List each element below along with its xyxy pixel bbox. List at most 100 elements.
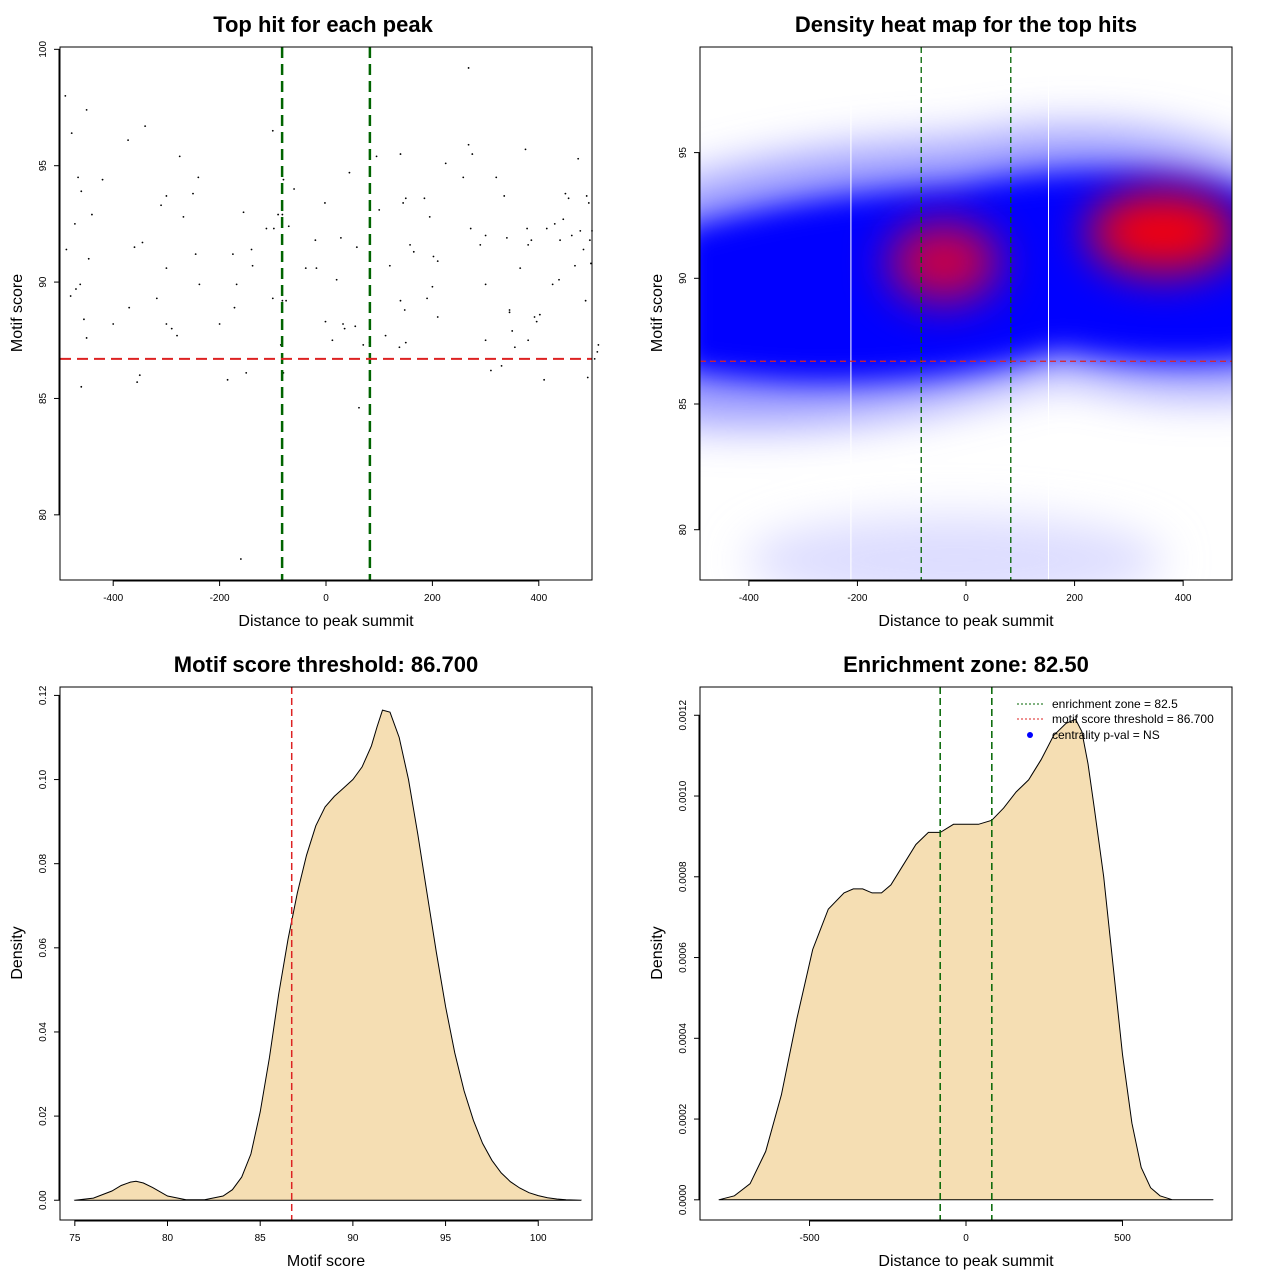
y-axis: 0.0000 0.0002 0.0004 0.0006 0.0008 0.0010 0.00…: [678, 700, 700, 1215]
scatter-point: [579, 229, 582, 232]
scatter-point: [436, 260, 439, 263]
x-axis-label: Distance to peak summit: [238, 613, 414, 630]
scatter-point: [136, 381, 139, 384]
heatmap-hotspot: [889, 222, 999, 302]
scatter-point: [508, 311, 511, 314]
scatter-point: [484, 283, 487, 286]
scatter-point: [511, 330, 514, 332]
scatter-point: [197, 176, 200, 179]
scatter-point: [251, 264, 254, 267]
scatter-point: [495, 176, 498, 179]
scatter-point: [467, 67, 470, 69]
y-tick-label: 80: [38, 509, 49, 521]
scatter-point: [436, 316, 439, 318]
enrichment-lines: [939, 687, 993, 1220]
y-tick-label: 0.12: [38, 685, 49, 705]
scatter-point: [559, 239, 561, 242]
y-tick-label: 85: [678, 398, 689, 410]
scatter-point: [165, 195, 168, 197]
x-tick-label: -400: [103, 593, 123, 604]
scatter-point: [527, 339, 530, 342]
scatter-point: [315, 267, 318, 270]
scatter-point: [79, 283, 82, 286]
scatter-point: [112, 323, 115, 325]
scatter-point: [354, 325, 357, 328]
scatter-point: [398, 346, 401, 349]
x-tick-label: -400: [739, 593, 759, 604]
scatter-point: [432, 255, 435, 258]
scatter-point: [314, 239, 317, 242]
x-tick-label: 0: [963, 1233, 969, 1244]
scatter-point: [141, 241, 144, 244]
y-tick-label: 0.0006: [678, 942, 689, 973]
scatter-point: [490, 369, 492, 372]
scatter-point: [404, 197, 407, 200]
scatter-point: [277, 213, 280, 216]
scatter-point: [176, 334, 178, 337]
density-curve: [73, 709, 582, 1201]
scatter-point: [85, 108, 88, 111]
scatter-point: [358, 406, 360, 409]
scatter-point: [467, 143, 470, 146]
scatter-point: [426, 297, 428, 300]
scatter-point: [533, 316, 536, 318]
y-axis-label: Density: [649, 926, 666, 979]
scatter-point: [587, 202, 590, 204]
scatter-point: [597, 344, 600, 346]
x-tick-label: 90: [347, 1233, 359, 1244]
scatter-point: [574, 264, 576, 267]
scatter-point: [250, 248, 253, 251]
scatter-point: [543, 378, 546, 381]
scatter-point: [64, 94, 67, 97]
y-tick-label: 0.0004: [678, 1023, 689, 1054]
scatter-point: [80, 385, 83, 388]
scatter-point: [586, 376, 589, 379]
y-tick-label: 90: [38, 276, 49, 288]
scatter-point: [85, 337, 88, 339]
plot-frame: [59, 46, 593, 581]
heatmap-hotspot: [1088, 190, 1232, 274]
scatter-point: [348, 171, 351, 174]
y-axis: 0.00 0.02 0.04 0.06 0.08 0.10 0.12: [38, 685, 60, 1210]
scatter-point: [588, 239, 591, 242]
heatmap-lines: [700, 47, 1232, 580]
scatter-point: [242, 211, 245, 214]
legend: enrichment zone = 82.5 motif score thres…: [1017, 697, 1214, 742]
scatter-point: [500, 364, 503, 367]
scatter-point: [77, 176, 79, 179]
x-axis-label: Distance to peak summit: [878, 613, 1054, 630]
scatter-point: [484, 234, 487, 237]
y-tick-label: 0.02: [38, 1106, 49, 1126]
scatter-point: [444, 162, 447, 165]
scatter-point: [513, 346, 516, 349]
scatter-point: [362, 344, 365, 346]
x-tick-label: 400: [1175, 593, 1192, 604]
heatmap-faint-blob: [745, 515, 1165, 580]
scatter-point: [551, 283, 554, 286]
scatter-point: [133, 246, 136, 249]
scatter-point: [69, 295, 72, 297]
x-tick-label: 75: [69, 1233, 81, 1244]
scatter-point: [388, 264, 391, 267]
scatter-point: [505, 236, 508, 239]
x-tick-label: 95: [440, 1233, 452, 1244]
y-tick-label: 0.0012: [678, 700, 689, 731]
scatter-point: [165, 323, 168, 325]
scatter-point: [530, 239, 533, 242]
scatter-point: [355, 246, 358, 249]
scatter-point: [527, 243, 530, 246]
scatter-point: [265, 227, 268, 230]
scatter-point: [233, 306, 236, 309]
scatter-point: [553, 222, 556, 225]
scatter-point: [469, 227, 472, 230]
scatter-point: [342, 323, 344, 325]
x-axis: -400 -200 0 200 400: [103, 580, 548, 604]
chart-title: Top hit for each peak: [213, 12, 433, 37]
scatter-point: [91, 213, 93, 216]
scatter-point: [165, 267, 168, 270]
x-axis: 75 80 85 90 95 100: [69, 1220, 547, 1244]
scatter-point: [70, 132, 73, 135]
x-tick-label: 200: [424, 593, 441, 604]
x-tick-label: 0: [963, 593, 969, 604]
